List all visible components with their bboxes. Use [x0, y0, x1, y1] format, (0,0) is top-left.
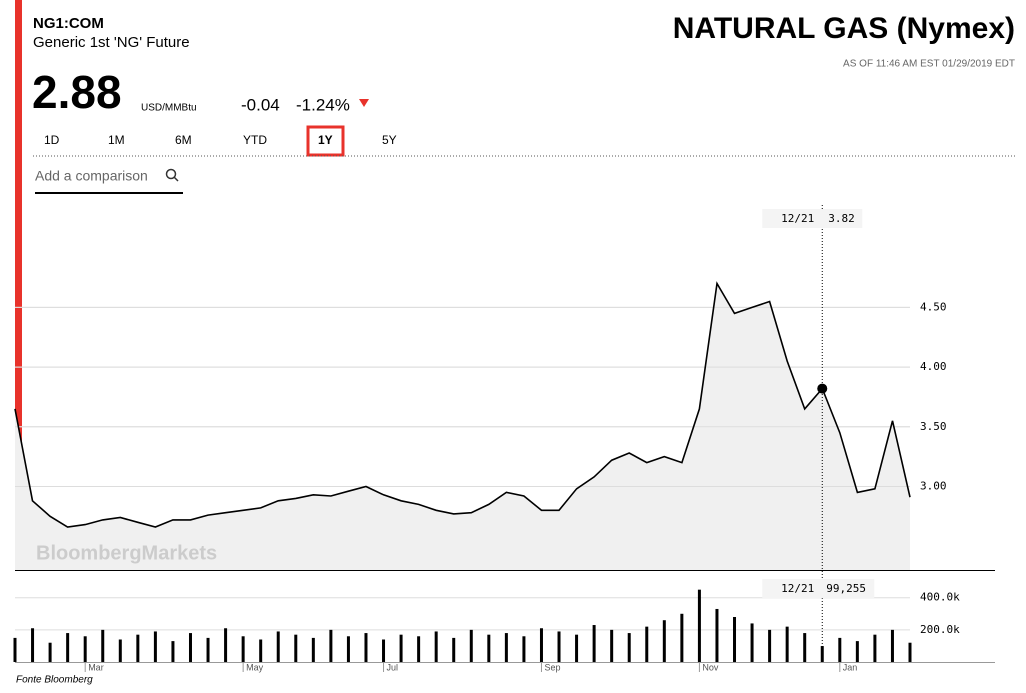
- y-tick-label: 3.00: [920, 479, 947, 492]
- volume-bar: [434, 631, 438, 662]
- volume-bar: [785, 626, 789, 662]
- volume-bar: [855, 641, 859, 662]
- range-button[interactable]: 1D: [44, 133, 60, 147]
- range-button[interactable]: YTD: [243, 133, 267, 147]
- crosshair-box: [762, 209, 863, 228]
- x-tick-label: Jul: [387, 662, 399, 672]
- search-icon-handle: [173, 176, 179, 182]
- volume-bar: [118, 639, 122, 662]
- volume-bar: [382, 639, 386, 662]
- source: Fonte Bloomberg: [16, 675, 93, 686]
- y-tick-label: 200.0k: [920, 623, 960, 636]
- range-button[interactable]: 1M: [108, 133, 125, 147]
- volume-bar: [487, 634, 491, 662]
- range-buttons: 1D 1M 6M YTD 1Y 5Y: [44, 125, 397, 157]
- x-tick-label: Nov: [702, 662, 719, 672]
- volume-bar: [838, 637, 842, 662]
- volume-bar: [873, 634, 877, 662]
- volume-bar: [469, 629, 473, 662]
- volume-bar: [417, 636, 421, 662]
- volume-bar: [311, 637, 315, 662]
- volume-bar: [750, 623, 754, 662]
- y-tick-label: 4.00: [920, 360, 947, 373]
- volume-bar: [346, 636, 350, 662]
- volume-bar: [153, 631, 157, 662]
- volume-bar: [733, 617, 737, 662]
- volume-bar: [452, 637, 456, 662]
- volume-bar: [259, 639, 263, 662]
- volume-bar: [276, 631, 280, 662]
- volume-bar: [610, 629, 614, 662]
- volume-bar: [680, 613, 684, 662]
- change-pct: -1.24%: [296, 95, 350, 114]
- volume-bar: [294, 634, 298, 662]
- x-tick-label: Jan: [843, 662, 858, 672]
- volume-bar: [224, 628, 228, 662]
- watermark: BloombergMarkets: [36, 542, 217, 564]
- headline: NATURAL GAS (Nymex): [673, 12, 1015, 45]
- range-button[interactable]: 6M: [175, 133, 192, 147]
- x-tick-label: Sep: [544, 662, 560, 672]
- as-of: AS OF 11:46 AM EST 01/29/2019 EDT: [843, 59, 1015, 70]
- y-tick-label: 400.0k: [920, 591, 960, 604]
- x-tick-label: May: [246, 662, 264, 672]
- down-arrow: [359, 99, 369, 107]
- y-tick-label: 3.50: [920, 420, 947, 433]
- volume-bar: [522, 636, 526, 662]
- volume-bar: [592, 625, 596, 662]
- crosshair-box: [762, 579, 875, 598]
- volume-bar: [768, 629, 772, 662]
- volume-bar: [83, 636, 87, 662]
- volume-bar: [101, 629, 105, 662]
- crosshair-date: 12/21: [781, 212, 814, 225]
- range-button[interactable]: 1Y: [318, 133, 333, 147]
- volume-bar: [662, 620, 666, 662]
- volume-bar: [627, 633, 631, 662]
- crosshair-value: 3.82: [828, 212, 855, 225]
- volume-bar: [820, 646, 824, 662]
- volume-bar: [31, 628, 35, 662]
- volume-bar: [364, 633, 368, 662]
- volume-bar: [206, 637, 210, 662]
- volume-bar: [13, 637, 17, 662]
- volume-bar: [697, 589, 701, 662]
- volume-bar: [66, 633, 70, 662]
- ticker: NG1:COM: [33, 15, 104, 32]
- accent-bar: [15, 0, 22, 570]
- volume-bar: [575, 634, 579, 662]
- volume-bar: [645, 626, 649, 662]
- volume-bar: [171, 641, 175, 662]
- volume-bar: [908, 642, 912, 662]
- volume-bar: [48, 642, 52, 662]
- volume-bar: [803, 633, 807, 662]
- volume-bar: [241, 636, 245, 662]
- x-tick-label: Mar: [88, 662, 104, 672]
- price-area: [15, 283, 910, 570]
- volume-bar: [539, 628, 543, 662]
- volume-bar: [329, 629, 333, 662]
- volume-bar: [504, 633, 508, 662]
- range-button[interactable]: 5Y: [382, 133, 397, 147]
- search-icon[interactable]: [165, 168, 177, 180]
- range-selected-box: [306, 125, 345, 157]
- price: 2.88: [32, 66, 122, 118]
- volume-bar: [715, 608, 719, 662]
- volume-bar: [399, 634, 403, 662]
- unit: USD/MMBtu: [141, 103, 197, 114]
- y-tick-label: 4.50: [920, 300, 947, 313]
- crosshair-date: 12/21: [781, 582, 814, 595]
- crosshair-value: 99,255: [826, 582, 866, 595]
- volume-bar: [136, 634, 140, 662]
- chart: 3.00 3.50 4.00 4.50 BloombergMarkets 12/21 3.8…: [13, 205, 995, 672]
- price-line: [14, 281, 911, 528]
- volume-bar: [188, 633, 192, 662]
- change: -0.04: [241, 95, 280, 114]
- volume-bar: [557, 631, 561, 662]
- volume-bar: [890, 629, 894, 662]
- crosshair-point: [817, 383, 828, 394]
- search-input[interactable]: Add a comparison: [35, 168, 148, 184]
- instrument-name: Generic 1st 'NG' Future: [33, 34, 190, 51]
